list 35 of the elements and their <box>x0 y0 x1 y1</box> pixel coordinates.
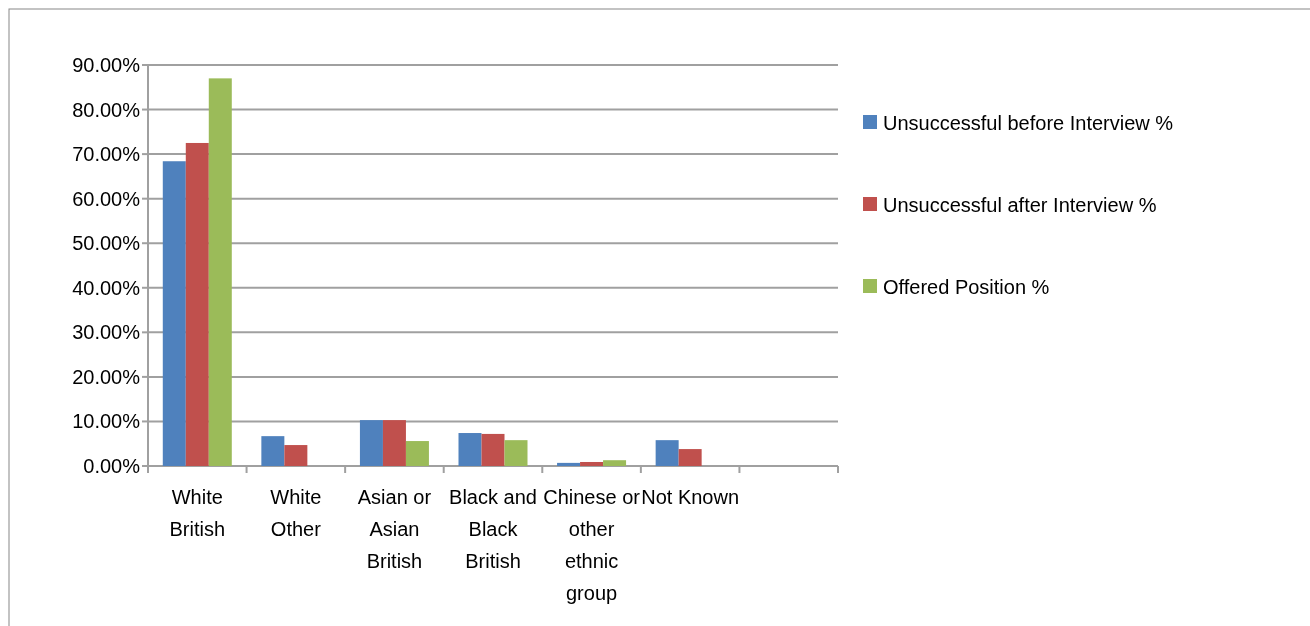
bar <box>458 433 482 466</box>
bar <box>284 445 308 466</box>
y-tick-label: 90.00% <box>72 54 141 76</box>
y-tick-label: 0.00% <box>83 455 141 477</box>
x-tick-label: Black and Black British <box>449 486 537 572</box>
y-tick-label: 60.00% <box>72 187 141 210</box>
bar <box>580 461 604 466</box>
bar <box>603 460 627 466</box>
y-tick-label: 50.00% <box>72 232 141 255</box>
bar <box>481 433 505 466</box>
x-tick-label: White British <box>169 486 226 540</box>
legend-label: Unsuccessful after Interview % <box>883 194 1157 216</box>
y-tick-label: 30.00% <box>72 321 141 344</box>
bar <box>504 440 528 466</box>
bar <box>359 420 383 466</box>
y-tick-label: 40.00% <box>72 276 141 299</box>
bar <box>261 436 285 466</box>
bar <box>405 441 429 466</box>
bar <box>382 420 406 466</box>
y-tick-label: 70.00% <box>72 143 141 166</box>
x-tick-label: White Other <box>270 486 322 540</box>
legend-label: Offered Position % <box>883 276 1050 298</box>
x-tick-label: Asian or Asian British <box>357 486 432 572</box>
bar <box>208 78 232 466</box>
x-tick-label: Chinese or other ethnic group <box>543 486 641 604</box>
y-tick-label: 80.00% <box>72 98 141 121</box>
bar <box>162 161 186 466</box>
x-tick-label: Not Known <box>641 486 740 508</box>
bar <box>678 449 702 466</box>
bar <box>185 142 209 466</box>
y-tick-label: 20.00% <box>72 365 141 388</box>
bar <box>557 462 581 466</box>
legend-label: Unsuccessful before Interview % <box>883 112 1174 134</box>
bar <box>655 440 679 466</box>
y-tick-label: 10.00% <box>72 410 141 433</box>
